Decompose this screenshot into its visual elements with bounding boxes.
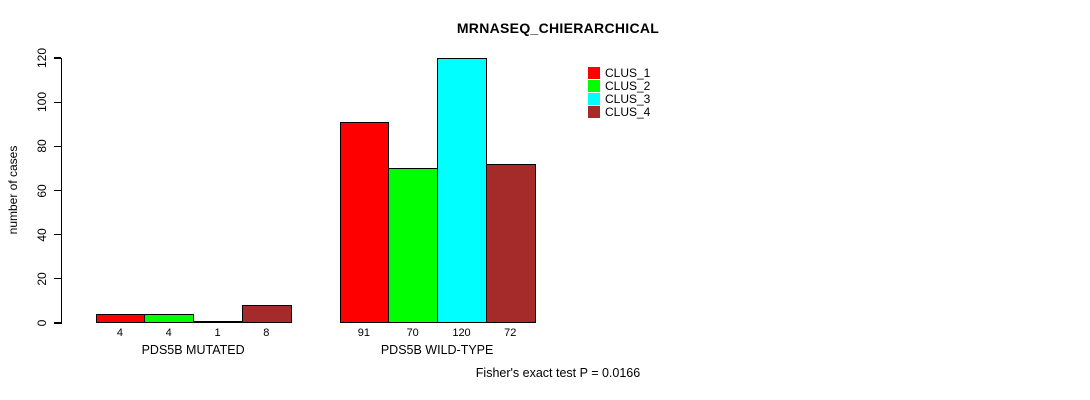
bar-value-label: 8 bbox=[263, 327, 270, 339]
legend-label: CLUS_2 bbox=[605, 78, 651, 93]
y-axis-tick-label: 60 bbox=[35, 183, 49, 198]
legend-item: CLUS_4 bbox=[588, 106, 650, 119]
y-axis-tick-label: 0 bbox=[35, 319, 49, 327]
y-axis-tick-label: 100 bbox=[35, 92, 49, 113]
y-axis-tick bbox=[54, 234, 61, 236]
chart-title: MRNASEQ_CHIERARCHICAL bbox=[456, 20, 660, 36]
bar-value-label: 1 bbox=[214, 327, 221, 339]
y-axis-tick-label: 120 bbox=[35, 47, 49, 69]
x-axis-group-label-pds5b-mutated: PDS5B MUTATED bbox=[141, 343, 245, 357]
legend-color-swatch bbox=[588, 106, 600, 119]
y-axis-tick-label: 40 bbox=[35, 227, 49, 242]
legend-label: CLUS_3 bbox=[605, 91, 651, 106]
bar-value-label: 70 bbox=[406, 327, 419, 339]
y-axis-tick bbox=[54, 189, 61, 192]
legend-item: CLUS_2 bbox=[588, 79, 650, 92]
y-axis-tick bbox=[54, 322, 61, 324]
bar-clus-2-group-1 bbox=[144, 314, 195, 323]
x-axis-group-label-pds5b-wild-type: PDS5B WILD-TYPE bbox=[380, 343, 494, 357]
bar-clus-3-group-2 bbox=[437, 58, 487, 323]
legend-color-swatch bbox=[588, 79, 600, 92]
y-axis-tick-label: 80 bbox=[35, 139, 49, 154]
y-axis-tick bbox=[54, 57, 61, 59]
bar-value-label: 4 bbox=[116, 327, 123, 339]
bar-value-label: 120 bbox=[452, 327, 471, 339]
bar-clus-1-group-1 bbox=[95, 314, 146, 323]
bar-value-label: 91 bbox=[357, 327, 371, 339]
y-axis-tick bbox=[54, 278, 61, 280]
y-axis-tick bbox=[54, 101, 61, 103]
y-axis-tick bbox=[54, 145, 61, 147]
bar-clus-2-group-2 bbox=[388, 168, 439, 323]
bar-clus-4-group-2 bbox=[485, 164, 536, 323]
legend-item: CLUS_3 bbox=[588, 92, 650, 105]
bar-value-label: 72 bbox=[504, 327, 517, 339]
legend-item: CLUS_1 bbox=[588, 66, 650, 79]
y-axis-tick-label: 20 bbox=[35, 272, 49, 286]
bar-clus-3-group-1 bbox=[193, 320, 243, 323]
legend-color-swatch bbox=[588, 92, 600, 105]
bar-clus-4-group-1 bbox=[241, 305, 292, 323]
bar-clus-1-group-2 bbox=[339, 122, 390, 323]
legend-color-swatch bbox=[588, 66, 600, 79]
pvalue-annotation: Fisher's exact test P = 0.0166 bbox=[475, 366, 641, 380]
legend: CLUS_1 CLUS_2 CLUS_3 CLUS_4 bbox=[588, 66, 650, 119]
legend-label: CLUS_4 bbox=[605, 105, 651, 120]
legend-label: CLUS_1 bbox=[605, 65, 651, 80]
bar-value-label: 4 bbox=[165, 327, 172, 339]
y-axis-line bbox=[61, 58, 63, 324]
